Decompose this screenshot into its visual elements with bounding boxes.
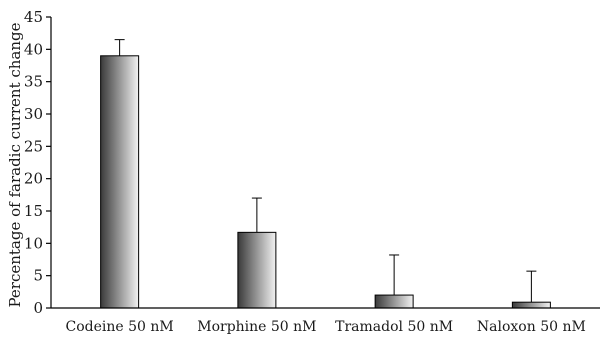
bars-group <box>100 55 551 309</box>
y-tick-label: 10 <box>24 234 43 252</box>
error-bar-1 <box>114 39 125 56</box>
y-axis-ticks: 0 5 10 15 20 25 30 35 40 45 <box>24 8 51 317</box>
y-tick-label: 30 <box>24 105 43 123</box>
y-tick-label: 20 <box>24 170 43 188</box>
x-axis-labels: Codeine 50 nM Morphine 50 nM Tramadol 50 n… <box>66 319 586 335</box>
y-tick-label: 0 <box>33 299 43 317</box>
bar-3 <box>374 294 414 309</box>
y-tick-label: 45 <box>24 8 43 26</box>
y-tick-label: 25 <box>24 137 43 155</box>
y-tick-label: 35 <box>24 73 43 91</box>
y-tick-label: 40 <box>24 40 43 58</box>
bar-1 <box>100 55 140 309</box>
x-category-label: Naloxon 50 nM <box>477 319 586 335</box>
x-category-label: Codeine 50 nM <box>66 319 174 335</box>
bar-4 <box>511 301 551 309</box>
x-category-label: Tramadol 50 nM <box>335 319 453 335</box>
error-bar-3 <box>389 254 400 296</box>
y-tick-label: 5 <box>33 267 43 285</box>
x-category-label: Morphine 50 nM <box>197 319 316 335</box>
error-bar-4 <box>526 270 537 303</box>
y-axis-title: Percentage of faradic current change <box>6 22 24 307</box>
bar-2 <box>237 231 277 309</box>
error-bar-2 <box>251 197 262 233</box>
error-bars-group <box>114 39 537 303</box>
y-tick-label: 15 <box>24 202 43 220</box>
